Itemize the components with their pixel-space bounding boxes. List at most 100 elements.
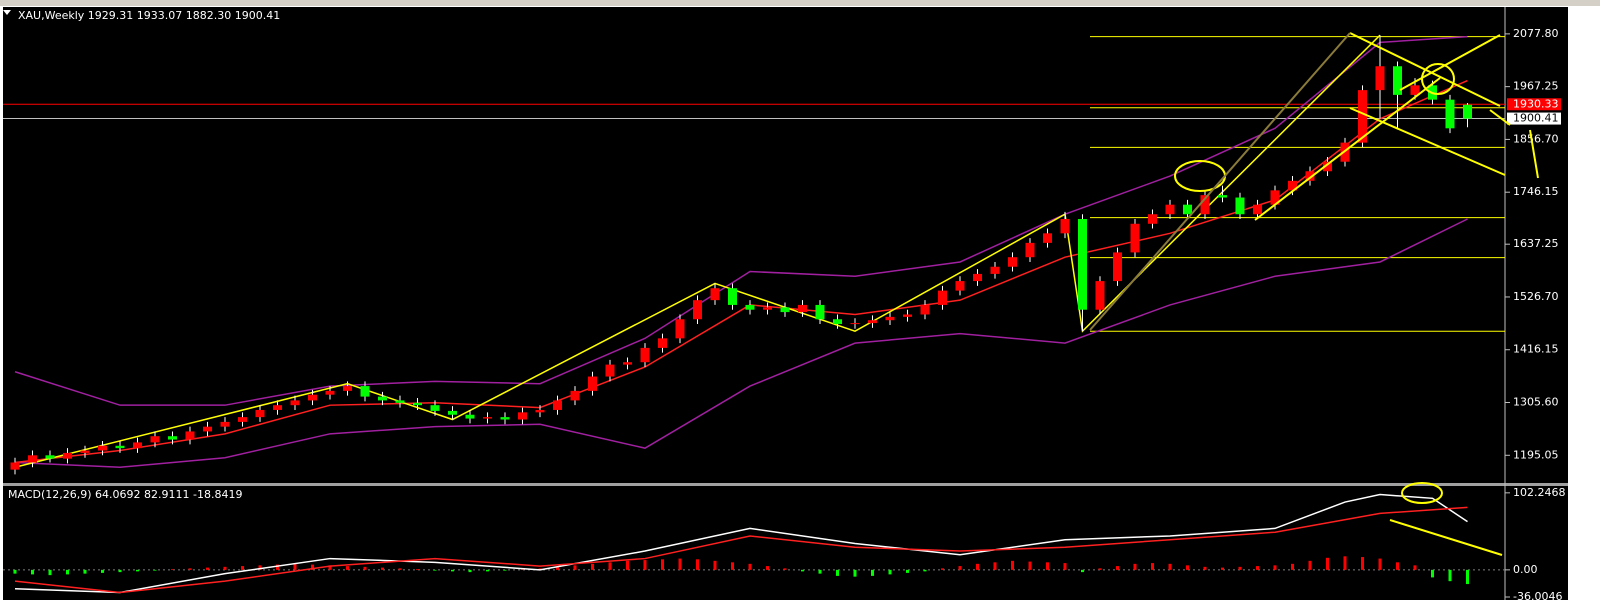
histogram-bar: [731, 562, 734, 570]
annotation-arrow: [1349, 107, 1506, 176]
histogram-bar: [993, 562, 997, 570]
candle-body: [45, 455, 55, 459]
candle-body: [500, 417, 510, 420]
candle-body: [238, 417, 247, 422]
annotation-arrow: [1529, 129, 1539, 179]
histogram-bar: [468, 569, 472, 573]
candle-body: [290, 400, 300, 406]
histogram-bar: [783, 568, 787, 570]
histogram-bar: [83, 569, 87, 574]
candle-body: [833, 319, 842, 325]
price-tag: [1507, 112, 1561, 125]
candle-body: [780, 307, 790, 313]
y-tick-label: 0.00: [1513, 563, 1538, 576]
histogram-bar: [1151, 563, 1154, 570]
candle-body: [1130, 223, 1140, 253]
histogram-bar: [1116, 566, 1119, 570]
histogram-bar: [748, 563, 752, 570]
candle-body: [675, 319, 685, 339]
candle-body: [413, 402, 422, 406]
candle-body: [1043, 233, 1052, 243]
candle-body: [308, 394, 317, 401]
histogram-bar: [818, 569, 822, 574]
histogram-bar: [241, 566, 244, 570]
candle-body: [588, 376, 597, 391]
candle-body: [168, 436, 177, 440]
candle-body: [1410, 85, 1420, 95]
indicator-line: [14, 35, 1468, 406]
annotations: [1089, 32, 1539, 556]
candle-body: [430, 405, 440, 411]
candle-body: [1358, 90, 1367, 143]
candle-body: [1375, 66, 1385, 91]
candle-body: [1008, 257, 1017, 267]
candle-body: [623, 362, 632, 365]
candle-body: [1445, 99, 1455, 129]
candle-body: [728, 288, 737, 305]
histogram-bar: [1133, 563, 1137, 570]
histogram-bar: [836, 569, 839, 576]
candle-body: [710, 288, 720, 301]
candle-body: [938, 290, 947, 305]
candle-body: [185, 431, 195, 440]
histogram-bar: [258, 565, 262, 570]
candle-body: [378, 396, 387, 401]
candle-body: [763, 307, 772, 310]
candle-body: [1113, 252, 1122, 282]
histogram-bar: [1343, 556, 1347, 570]
histogram-bar: [1046, 562, 1049, 570]
annotation-arrow: [1254, 77, 1441, 221]
candle-body: [1305, 171, 1315, 181]
indicator-line: [14, 506, 1468, 594]
price-tag-label: 1930.33: [1513, 97, 1559, 110]
candle-body: [658, 338, 667, 348]
histogram-bar: [381, 567, 384, 570]
candle-body: [133, 442, 142, 449]
y-tick-label: 1526.70: [1513, 290, 1559, 303]
candle-body: [815, 304, 825, 320]
y-tick-label: 1416.15: [1513, 343, 1559, 356]
toolbar: [0, 0, 1600, 6]
histogram-bar: [1011, 560, 1014, 570]
candle-body: [553, 400, 562, 410]
histogram-bar: [923, 569, 927, 572]
candle-body: [115, 445, 125, 449]
histogram-bar: [1273, 565, 1277, 570]
y-tick-label: 1967.25: [1513, 80, 1559, 93]
histogram-bar: [1256, 566, 1259, 570]
histogram-bar: [696, 559, 699, 570]
indicator-line: [14, 493, 1468, 594]
histogram-bar: [1361, 557, 1364, 570]
histogram-bar: [853, 569, 857, 577]
histogram-bar: [556, 566, 559, 570]
price-panel: [3, 7, 1568, 483]
candle-body: [693, 300, 702, 320]
y-tick-label: 2077.80: [1513, 27, 1559, 40]
histogram-bar: [66, 569, 69, 575]
macd-header: MACD(12,26,9) 64.0692 82.9111 -18.8419: [8, 488, 242, 501]
candle-body: [1025, 242, 1035, 258]
histogram-bar: [661, 559, 664, 570]
histogram-bar: [486, 569, 489, 572]
histogram-bar: [1308, 560, 1312, 570]
histogram-bar: [118, 569, 122, 573]
histogram-bar: [433, 569, 437, 571]
histogram-bar: [1326, 557, 1329, 570]
candle-body: [150, 436, 160, 443]
candle-body: [28, 455, 37, 463]
histogram-bar: [1396, 562, 1399, 570]
histogram-bar: [1203, 566, 1207, 570]
histogram-bar: [48, 569, 52, 576]
candle-body: [10, 462, 20, 470]
histogram-bar: [363, 566, 367, 570]
annotation-line: [1089, 32, 1351, 331]
y-tick-label: 1746.15: [1513, 185, 1559, 198]
histogram-bar: [941, 568, 944, 570]
candle-body: [868, 320, 877, 324]
histogram-bar: [223, 566, 227, 570]
histogram-bar: [293, 563, 297, 570]
histogram-bar: [153, 569, 157, 571]
candle-body: [1183, 204, 1192, 215]
histogram-bar: [503, 569, 507, 571]
histogram-bar: [888, 569, 892, 575]
